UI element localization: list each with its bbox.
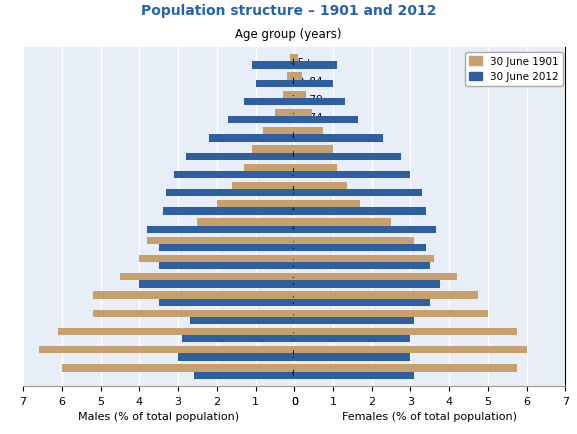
Bar (294, 354, 410, 361)
Bar (294, 182, 347, 190)
Bar (233, 182, 294, 190)
Bar (139, 255, 294, 263)
Bar (294, 292, 478, 299)
Bar (252, 62, 294, 69)
Legend: 30 June 1901, 30 June 2012: 30 June 1901, 30 June 2012 (465, 53, 563, 86)
Bar (294, 299, 430, 306)
Bar (294, 135, 383, 142)
Bar (294, 80, 333, 88)
Bar (228, 117, 294, 124)
Bar (287, 73, 294, 80)
Bar (294, 117, 358, 124)
Bar (294, 99, 344, 106)
Bar (93, 292, 294, 299)
Bar (294, 226, 436, 233)
Bar (147, 226, 294, 233)
X-axis label: Males (% of total population): Males (% of total population) (78, 411, 239, 421)
Bar (190, 317, 294, 324)
Bar (294, 153, 401, 161)
Bar (294, 110, 312, 117)
X-axis label: Females (% of total population): Females (% of total population) (342, 411, 518, 421)
Bar (294, 255, 434, 263)
Bar (166, 190, 294, 197)
Bar (294, 365, 517, 372)
Bar (294, 208, 426, 215)
Bar (290, 55, 294, 62)
Bar (159, 244, 294, 252)
Bar (294, 171, 410, 179)
Bar (283, 92, 294, 99)
Bar (294, 146, 333, 153)
Bar (294, 335, 410, 342)
Bar (193, 372, 294, 379)
Bar (178, 354, 294, 361)
Bar (256, 80, 294, 88)
Bar (294, 219, 391, 226)
Bar (58, 328, 294, 335)
Bar (163, 208, 294, 215)
Bar (275, 110, 294, 117)
Bar (62, 365, 294, 372)
Bar (209, 135, 294, 142)
Bar (244, 99, 294, 106)
Bar (39, 346, 294, 354)
Bar (294, 317, 414, 324)
Bar (294, 273, 457, 281)
Bar (197, 219, 294, 226)
Bar (139, 281, 294, 288)
Bar (147, 237, 294, 244)
Bar (159, 263, 294, 270)
Bar (294, 164, 337, 171)
Bar (294, 346, 527, 354)
Bar (294, 73, 302, 80)
Bar (294, 328, 517, 335)
Bar (294, 237, 414, 244)
Bar (217, 201, 294, 208)
Bar (120, 273, 294, 281)
Bar (93, 310, 294, 317)
Bar (252, 146, 294, 153)
Bar (294, 128, 323, 135)
Bar (294, 201, 360, 208)
Text: Population structure – 1901 and 2012: Population structure – 1901 and 2012 (141, 4, 436, 18)
Bar (159, 299, 294, 306)
Bar (294, 55, 298, 62)
Bar (182, 335, 294, 342)
Bar (294, 62, 337, 69)
Bar (294, 92, 306, 99)
Bar (294, 281, 440, 288)
Bar (174, 171, 294, 179)
Bar (263, 128, 294, 135)
Bar (294, 372, 414, 379)
Bar (294, 244, 426, 252)
Bar (294, 310, 488, 317)
Bar (186, 153, 294, 161)
Bar (244, 164, 294, 171)
Bar (294, 263, 430, 270)
Text: Age group (years): Age group (years) (235, 28, 342, 41)
Bar (294, 190, 422, 197)
